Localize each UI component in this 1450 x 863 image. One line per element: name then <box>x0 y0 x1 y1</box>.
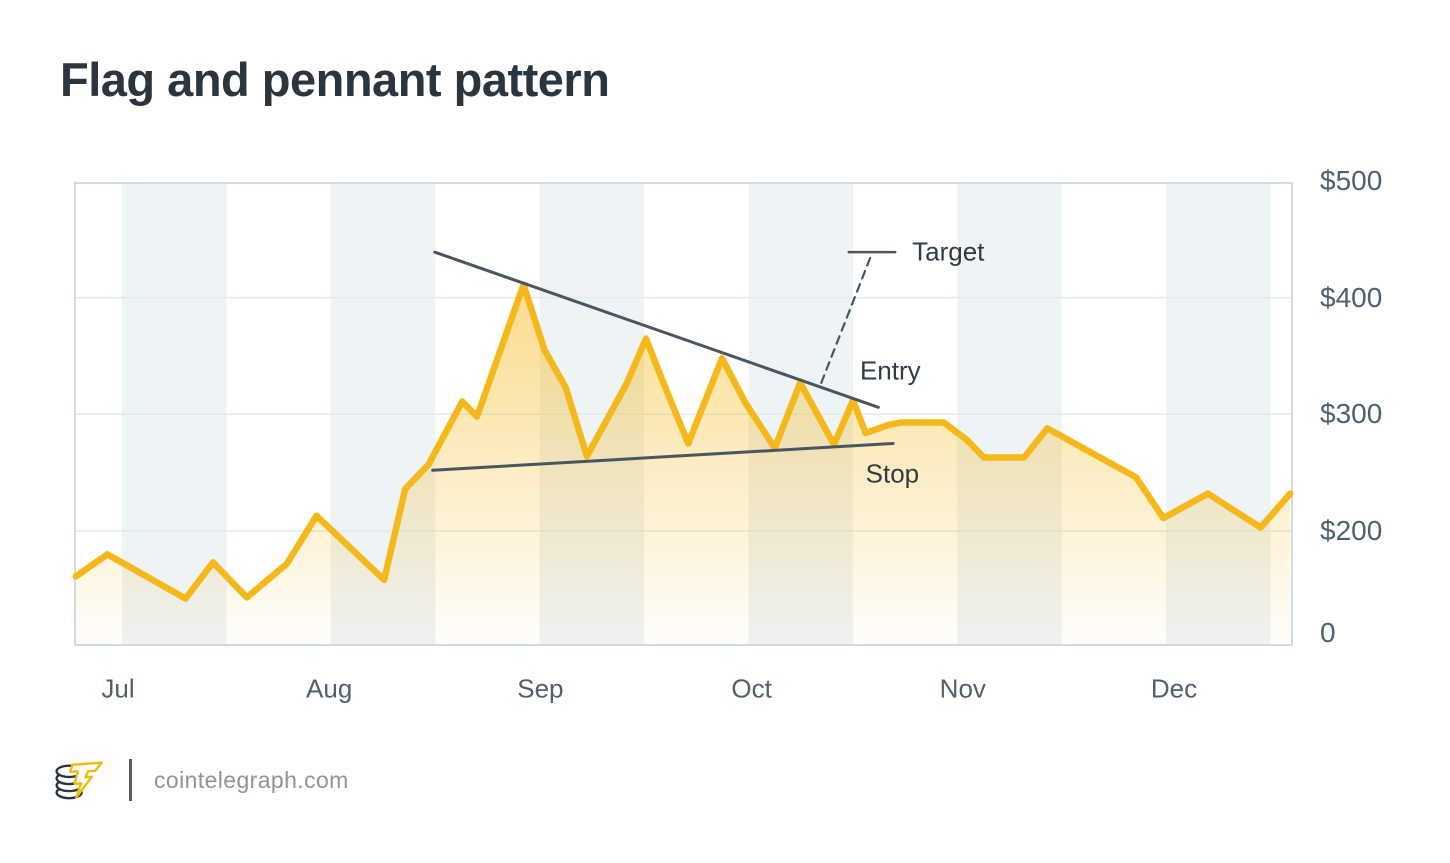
annotation-stop: Stop <box>865 458 920 489</box>
annotation-entry: Entry <box>859 355 921 386</box>
x-tick-label: Jul <box>101 673 135 704</box>
chart-title: Flag and pennant pattern <box>60 53 610 106</box>
price-line <box>72 281 1294 602</box>
footer: cointelegraph.com <box>55 755 349 805</box>
y-tick-label: $300 <box>1320 398 1383 430</box>
y-tick-label: $500 <box>1320 165 1383 196</box>
x-tick-label: Dec <box>1150 673 1198 704</box>
y-tick-label: $200 <box>1320 514 1383 546</box>
x-tick-label: Oct <box>731 673 772 704</box>
x-tick-label: Nov <box>939 673 986 704</box>
lightning-bolt-icon <box>69 761 103 799</box>
y-tick-label: $400 <box>1320 281 1383 313</box>
annotation-target: Target <box>912 236 985 267</box>
y-tick-label: 0 <box>1320 617 1336 648</box>
source-text: cointelegraph.com <box>154 766 349 793</box>
price-area <box>75 284 1291 645</box>
cointelegraph-logo <box>55 761 103 800</box>
footer-divider <box>129 759 132 801</box>
support-trendline <box>431 441 895 472</box>
x-tick-label: Sep <box>517 673 564 704</box>
projection-dashed-line <box>820 252 874 384</box>
x-tick-label: Aug <box>306 673 353 704</box>
resistance-trendline <box>433 250 880 409</box>
